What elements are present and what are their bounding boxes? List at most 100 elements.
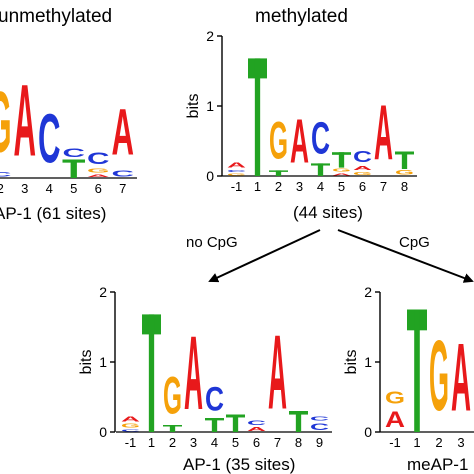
x-tick-label: 5: [232, 435, 239, 450]
x-tick-label: 8: [295, 435, 302, 450]
cpg-caption: meAP-1: [407, 455, 468, 474]
logo-letter-g: G: [163, 366, 182, 425]
x-tick-label: -1: [389, 435, 401, 450]
logo-letter-a: A: [87, 174, 109, 178]
logo-letter-a: A: [332, 172, 352, 176]
logo-column: CGA: [121, 415, 140, 432]
logo-column: G: [429, 321, 449, 432]
x-tick-label: 6: [359, 179, 366, 194]
no-cpg-label: no CpG: [186, 234, 238, 251]
logo-letter-g: G: [429, 321, 449, 432]
x-tick-label: 3: [457, 435, 464, 450]
logo-letter-t: T: [205, 418, 224, 432]
logo-column: TC: [205, 380, 224, 432]
cpg-label: CpG: [399, 234, 430, 251]
logo-letter-a: A: [14, 63, 37, 178]
x-tick-label: 3: [296, 179, 303, 194]
logo-letter-c: C: [353, 148, 372, 166]
logo-column: AC: [247, 420, 266, 432]
logo-letter-g: G: [0, 74, 11, 170]
y-tick-label: 2: [99, 284, 107, 300]
logo-column: GCA: [227, 161, 246, 176]
logo-letter-c: C: [87, 149, 109, 168]
unmethylated-caption: AP-1 (61 sites): [0, 204, 106, 223]
logo-letter-t: T: [269, 170, 288, 176]
logo-column: A: [184, 316, 203, 433]
logo-column: TG: [269, 111, 288, 176]
unmethylated-logo: CG2A3C4TC5AGC6CA7: [0, 63, 137, 196]
y-tick-label: 1: [99, 354, 107, 370]
x-tick-label: 2: [169, 435, 176, 450]
logo-letter-t: T: [226, 414, 245, 432]
y-axis-label: bits: [185, 94, 202, 119]
x-tick-label: 7: [380, 179, 387, 194]
logo-letter-a: A: [121, 415, 140, 424]
logo-letter-t: T: [142, 314, 161, 432]
logo-letter-a: A: [290, 108, 309, 177]
logo-letter-t: T: [311, 163, 330, 176]
x-tick-label: 4: [317, 179, 324, 194]
x-tick-label: 1: [413, 435, 420, 450]
y-tick-label: 0: [364, 424, 372, 440]
logo-letter-a: A: [374, 89, 393, 176]
x-tick-label: 1: [254, 179, 261, 194]
logo-letter-c: C: [63, 146, 86, 159]
logo-letter-c: C: [310, 422, 329, 432]
logo-letter-a: A: [268, 314, 287, 432]
logo-column: TG: [163, 366, 182, 432]
logo-letter-c: C: [0, 171, 12, 178]
logo-column: A: [290, 108, 309, 177]
y-tick-label: 1: [364, 354, 372, 370]
logo-column: T: [142, 314, 161, 432]
logo-column: AGT: [332, 152, 352, 176]
logo-letter-t: T: [395, 151, 414, 169]
logo-letter-t: T: [289, 411, 308, 432]
logo-letter-a: A: [353, 166, 372, 172]
y-tick-label: 0: [206, 168, 214, 184]
logo-letter-g: G: [269, 111, 288, 170]
x-tick-label: 9: [316, 435, 323, 450]
logo-column: A: [268, 314, 287, 432]
logo-column: T: [248, 58, 267, 176]
logo-letter-a: A: [112, 94, 134, 168]
x-tick-label: 2: [0, 181, 4, 196]
logo-column: T: [289, 411, 308, 432]
logo-letter-c: C: [247, 420, 266, 427]
logo-column: T: [226, 414, 245, 432]
logo-column: TC: [62, 146, 86, 178]
x-tick-label: 7: [119, 181, 126, 196]
x-tick-label: 6: [253, 435, 260, 450]
logo-column: A: [14, 63, 37, 178]
logo-letter-a: A: [451, 325, 471, 432]
x-tick-label: 2: [275, 179, 282, 194]
arrow-no-cpg: [208, 229, 321, 283]
logo-column: AG: [385, 388, 405, 433]
logo-letter-t: T: [62, 159, 85, 178]
logo-letter-c: C: [227, 169, 246, 173]
y-tick-label: 0: [99, 424, 107, 440]
x-tick-label: 3: [190, 435, 197, 450]
logo-column: AGC: [87, 149, 109, 178]
logo-letter-c: C: [112, 169, 135, 178]
logo-letter-c: C: [311, 113, 330, 163]
logo-letter-g: G: [353, 171, 372, 176]
x-tick-label: 1: [148, 435, 155, 450]
methylated-caption: (44 sites): [293, 203, 363, 222]
logo-letter-g: G: [385, 388, 405, 408]
logo-letter-g: G: [395, 169, 414, 176]
logo-letter-t: T: [163, 425, 182, 432]
logo-letter-g: G: [121, 423, 140, 429]
logo-column: T: [407, 309, 427, 432]
logo-letter-g: G: [87, 168, 109, 174]
logo-letter-g: G: [227, 172, 246, 176]
logo-letter-a: A: [227, 161, 246, 170]
logo-column: TC: [311, 113, 330, 176]
x-tick-label: 5: [338, 179, 345, 194]
logo-letter-c: C: [38, 101, 60, 178]
x-tick-label: 8: [401, 179, 408, 194]
logo-letter-a: A: [385, 408, 405, 433]
logo-letter-t: T: [332, 152, 351, 168]
x-tick-label: 7: [274, 435, 281, 450]
methylated-title: methylated: [255, 6, 348, 27]
